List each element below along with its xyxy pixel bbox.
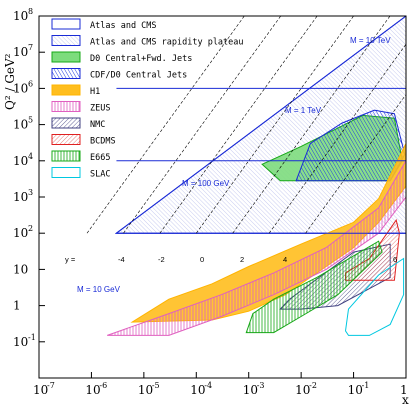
y-tick-exponent: -1 (28, 333, 36, 342)
legend-swatch (51, 117, 81, 129)
y-tick-exponent: 3 (28, 188, 33, 197)
legend-swatch (51, 35, 81, 46)
y-tick-label: 10 (13, 190, 28, 204)
x-tick-exponent: -6 (99, 381, 107, 390)
y-tick-label: 10 (13, 154, 28, 168)
legend-swatch (51, 51, 81, 63)
rapidity-label: 0 (200, 255, 204, 264)
data-regions (107, 16, 406, 336)
y-tick-exponent: 4 (28, 152, 33, 161)
y-tick-exponent: 6 (28, 79, 33, 88)
x-tick-exponent: -7 (47, 381, 55, 390)
mass-label: M = 10 GeV (77, 285, 121, 294)
legend-swatch (51, 18, 81, 30)
y-tick-label: 10 (13, 9, 28, 23)
legend-swatch (51, 101, 81, 112)
x-tick-exponent: -5 (152, 381, 160, 390)
rapidity-label: 4 (283, 255, 287, 264)
y-tick-label: 10 (13, 45, 28, 59)
legend-swatch (51, 150, 81, 162)
rapidity-label: y = (65, 255, 76, 264)
legend-entry: ZEUS (90, 104, 110, 114)
x-tick-label: 10 (190, 383, 205, 397)
rapidity-label: 6 (393, 255, 397, 264)
x-tick-label: 10 (295, 383, 310, 397)
x-tick-label: 10 (138, 383, 153, 397)
x-tick-exponent: -1 (362, 381, 370, 390)
y-tick-label: 10 (13, 118, 28, 132)
x-tick-exponent: -2 (309, 381, 317, 390)
rapidity-label: 2 (240, 255, 244, 264)
region-slac (344, 257, 405, 336)
y-tick-label: 1 (13, 299, 21, 313)
mass-label: M = 100 GeV (182, 179, 230, 188)
x-tick-label: 1 (400, 383, 408, 397)
legend-entry: E665 (90, 153, 110, 163)
region-e665 (245, 240, 383, 334)
y-axis-label: Q² / GeV² (3, 53, 17, 110)
x-tick-exponent: -3 (257, 381, 265, 390)
x-tick-exponent: -4 (204, 381, 212, 390)
legend-entry: SLAC (90, 170, 110, 180)
x-axis-label: x (402, 393, 409, 404)
x-tick-label: 10 (243, 383, 258, 397)
y-tick-label: 10 (13, 81, 28, 95)
rapidity-label: -4 (118, 255, 125, 264)
x-tick-label: 10 (348, 383, 363, 397)
legend-entry: Atlas and CMS rapidity plateau (90, 38, 244, 48)
legend-swatch (51, 84, 81, 96)
legend-entry: Atlas and CMS (90, 21, 157, 31)
annotations: M = 10 TeV M = 1 TeV M = 100 GeV M = 10 GeV… (65, 36, 397, 294)
legend-entry: D0 Central+Fwd. Jets (90, 54, 192, 64)
region-zeus (107, 159, 406, 336)
y-tick-exponent: 8 (28, 7, 33, 16)
legend-entry: BCDMS (90, 137, 116, 147)
legend-entry: NMC (90, 120, 105, 130)
mass-label: M = 10 TeV (350, 36, 391, 45)
legend-swatch (51, 68, 81, 79)
legend-entry: H1 (90, 87, 100, 97)
legend-swatch (51, 134, 81, 145)
legend-swatch (51, 167, 81, 178)
legend-entry: CDF/D0 Central Jets (90, 71, 187, 81)
x-tick-label: 10 (85, 383, 100, 397)
y-tick-label: 10 (13, 262, 28, 276)
y-tick-label: 10 (13, 335, 28, 349)
y-tick-exponent: 7 (28, 43, 33, 52)
reference-lines (86, 16, 406, 234)
y-tick-exponent: 5 (28, 116, 33, 125)
y-tick-label: 10 (13, 226, 28, 240)
x-tick-label: 10 (33, 383, 48, 397)
y-tick-exponent: 2 (28, 224, 33, 233)
rapidity-label: -2 (158, 255, 165, 264)
legend: Atlas and CMS Atlas and CMS rapidity plat… (51, 18, 244, 180)
mass-label: M = 1 TeV (285, 106, 322, 115)
